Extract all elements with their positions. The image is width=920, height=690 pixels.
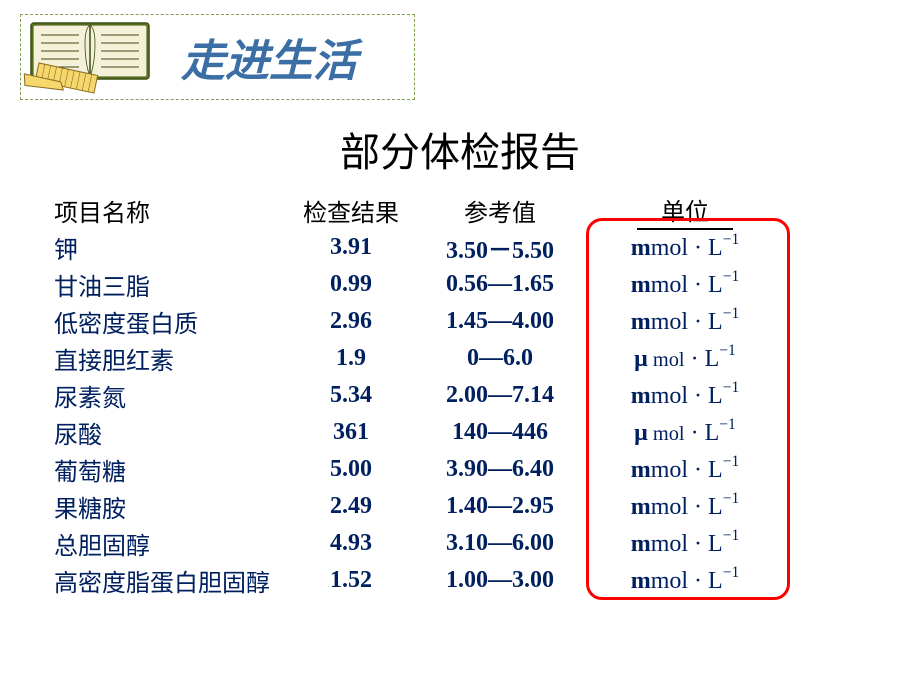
cell-result: 4.93 (292, 530, 410, 557)
table-row: 钾3.913.50－5.50mmol · L−1 (54, 229, 884, 266)
cell-ref: 1.40—2.95 (410, 493, 590, 520)
table-row: 高密度脂蛋白胆固醇1.521.00—3.00mmol · L−1 (54, 562, 884, 599)
cell-name: 直接胆红素 (54, 341, 292, 376)
cell-result: 361 (292, 419, 410, 446)
cell-ref: 0—6.0 (410, 345, 590, 372)
header-title: 走进生活 (181, 25, 357, 89)
cell-result: 5.34 (292, 382, 410, 409)
cell-result: 1.9 (292, 345, 410, 372)
cell-ref: 2.00—7.14 (410, 382, 590, 409)
table-row: 葡萄糖5.003.90—6.40mmol · L−1 (54, 451, 884, 488)
table-row: 果糖胺2.491.40—2.95mmol · L−1 (54, 488, 884, 525)
cell-ref: 3.90—6.40 (410, 456, 590, 483)
header-box: 走进生活 (20, 14, 415, 100)
cell-result: 1.52 (292, 567, 410, 594)
main-title: 部分体检报告 (0, 120, 920, 178)
cell-ref: 3.10—6.00 (410, 530, 590, 557)
col-header-result: 检查结果 (292, 193, 410, 228)
cell-result: 3.91 (292, 234, 410, 261)
cell-ref: 3.50－5.50 (410, 230, 590, 265)
table-row: 尿酸361140—446μ mol · L−1 (54, 414, 884, 451)
cell-unit: μ mol · L−1 (590, 344, 780, 373)
cell-unit: mmol · L−1 (590, 455, 780, 484)
cell-name: 尿素氮 (54, 378, 292, 413)
cell-ref: 0.56—1.65 (410, 271, 590, 298)
cell-result: 2.96 (292, 308, 410, 335)
report-table: 项目名称 检查结果 参考值 单位 钾3.913.50－5.50mmol · L−… (54, 192, 884, 599)
cell-unit: μ mol · L−1 (590, 418, 780, 447)
cell-unit: mmol · L−1 (590, 381, 780, 410)
table-header-row: 项目名称 检查结果 参考值 单位 (54, 192, 884, 229)
cell-name: 尿酸 (54, 415, 292, 450)
cell-result: 5.00 (292, 456, 410, 483)
cell-name: 总胆固醇 (54, 526, 292, 561)
cell-result: 0.99 (292, 271, 410, 298)
cell-name: 果糖胺 (54, 489, 292, 524)
table-row: 低密度蛋白质2.961.45—4.00mmol · L−1 (54, 303, 884, 340)
table-row: 甘油三脂0.990.56—1.65mmol · L−1 (54, 266, 884, 303)
cell-unit: mmol · L−1 (590, 492, 780, 521)
cell-unit: mmol · L−1 (590, 307, 780, 336)
table-row: 总胆固醇4.933.10—6.00mmol · L−1 (54, 525, 884, 562)
cell-unit: mmol · L−1 (590, 233, 780, 262)
cell-ref: 1.00—3.00 (410, 567, 590, 594)
cell-unit: mmol · L−1 (590, 566, 780, 595)
col-header-unit: 单位 (590, 192, 780, 230)
table-row: 尿素氮5.342.00—7.14mmol · L−1 (54, 377, 884, 414)
cell-ref: 140—446 (410, 419, 590, 446)
cell-unit: mmol · L−1 (590, 529, 780, 558)
cell-name: 甘油三脂 (54, 267, 292, 302)
table-row: 直接胆红素1.90—6.0μ mol · L−1 (54, 340, 884, 377)
cell-result: 2.49 (292, 493, 410, 520)
col-header-ref: 参考值 (410, 193, 590, 228)
cell-unit: mmol · L−1 (590, 270, 780, 299)
cell-name: 低密度蛋白质 (54, 304, 292, 339)
cell-ref: 1.45—4.00 (410, 308, 590, 335)
cell-name: 葡萄糖 (54, 452, 292, 487)
cell-name: 高密度脂蛋白胆固醇 (54, 563, 292, 598)
book-icon (21, 15, 169, 99)
cell-name: 钾 (54, 230, 292, 265)
col-header-name: 项目名称 (54, 193, 292, 228)
